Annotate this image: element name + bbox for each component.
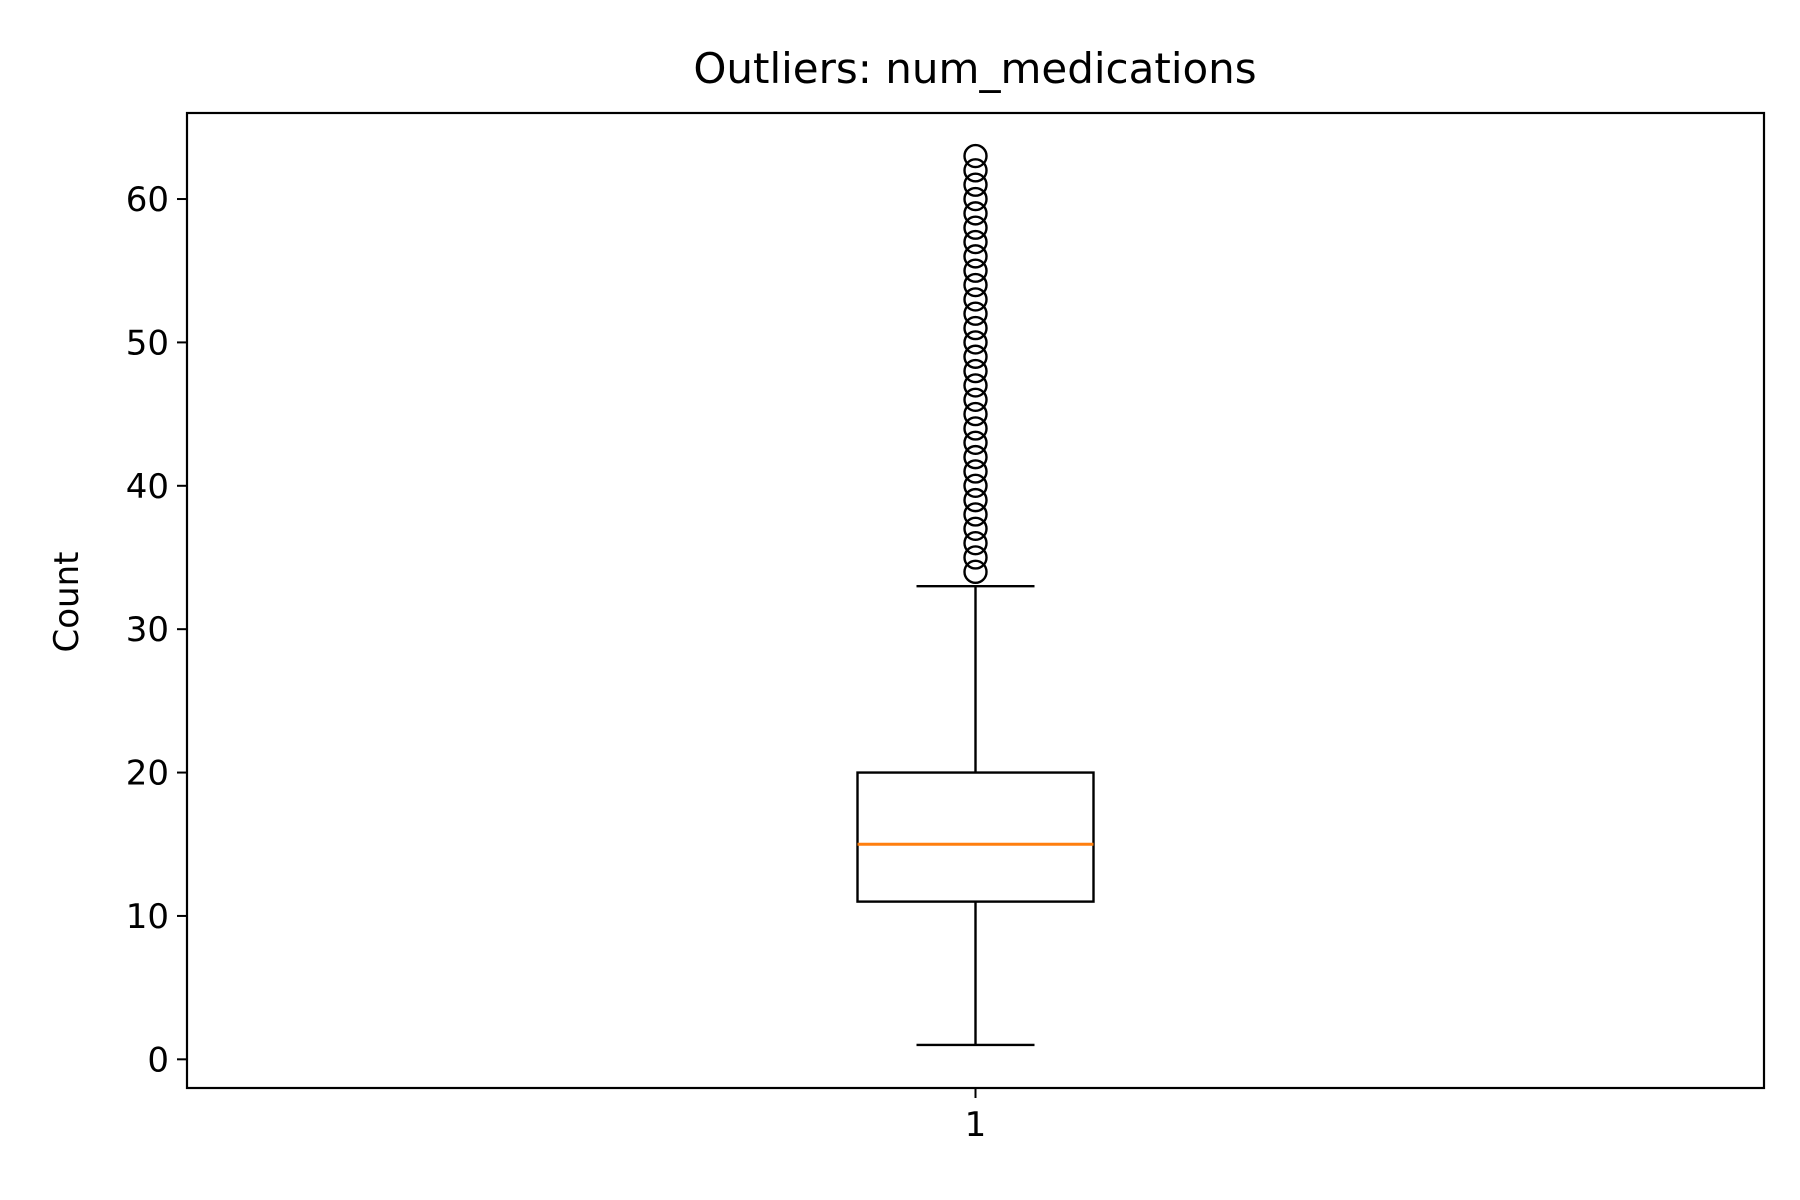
outlier-point <box>963 272 988 298</box>
y-tick-label: 0 <box>147 1040 169 1080</box>
box-plot <box>856 584 1095 1047</box>
outlier-point <box>963 315 988 341</box>
plot-frame <box>185 111 1766 1090</box>
outlier-point <box>963 459 988 484</box>
outlier-point <box>963 158 988 183</box>
y-tick-label: 40 <box>126 467 169 507</box>
y-axis: 0 10 20 30 40 50 60 <box>126 180 187 1080</box>
chart-title: Outliers: num_medications <box>693 44 1256 93</box>
outlier-point <box>963 186 988 212</box>
outlier-point <box>963 373 988 398</box>
outlier-point <box>963 502 988 527</box>
outlier-point <box>963 258 988 283</box>
outlier-point <box>963 487 988 513</box>
outlier-point <box>963 516 988 542</box>
x-tick-label: 1 <box>965 1105 987 1145</box>
y-tick-label: 60 <box>126 180 169 220</box>
outlier-point <box>963 559 988 585</box>
y-axis-title: Count <box>47 552 87 653</box>
outlier-point <box>963 244 988 269</box>
outlier-point <box>963 229 988 255</box>
outlier-point <box>963 416 988 441</box>
box-iqr <box>856 771 1095 903</box>
outlier-point <box>963 358 988 384</box>
outlier-point <box>963 330 988 355</box>
outlier-point <box>963 430 988 455</box>
outlier-point <box>963 473 988 498</box>
y-tick-label: 50 <box>126 323 169 363</box>
outlier-point <box>963 201 988 226</box>
outlier-points <box>963 143 988 585</box>
outlier-point <box>963 530 988 556</box>
y-tick-label: 30 <box>126 610 169 650</box>
x-axis: 1 <box>965 1088 987 1145</box>
outlier-point <box>963 444 988 470</box>
y-tick-label: 10 <box>126 897 169 937</box>
outlier-point <box>963 301 988 326</box>
outlier-point <box>963 287 988 312</box>
outlier-point <box>963 172 988 197</box>
outlier-point <box>963 545 988 570</box>
y-tick-label: 20 <box>126 754 169 794</box>
outlier-point <box>963 143 988 169</box>
outlier-point <box>963 401 988 427</box>
outlier-point <box>963 344 988 369</box>
outlier-point <box>963 387 988 412</box>
outlier-point <box>963 215 988 240</box>
